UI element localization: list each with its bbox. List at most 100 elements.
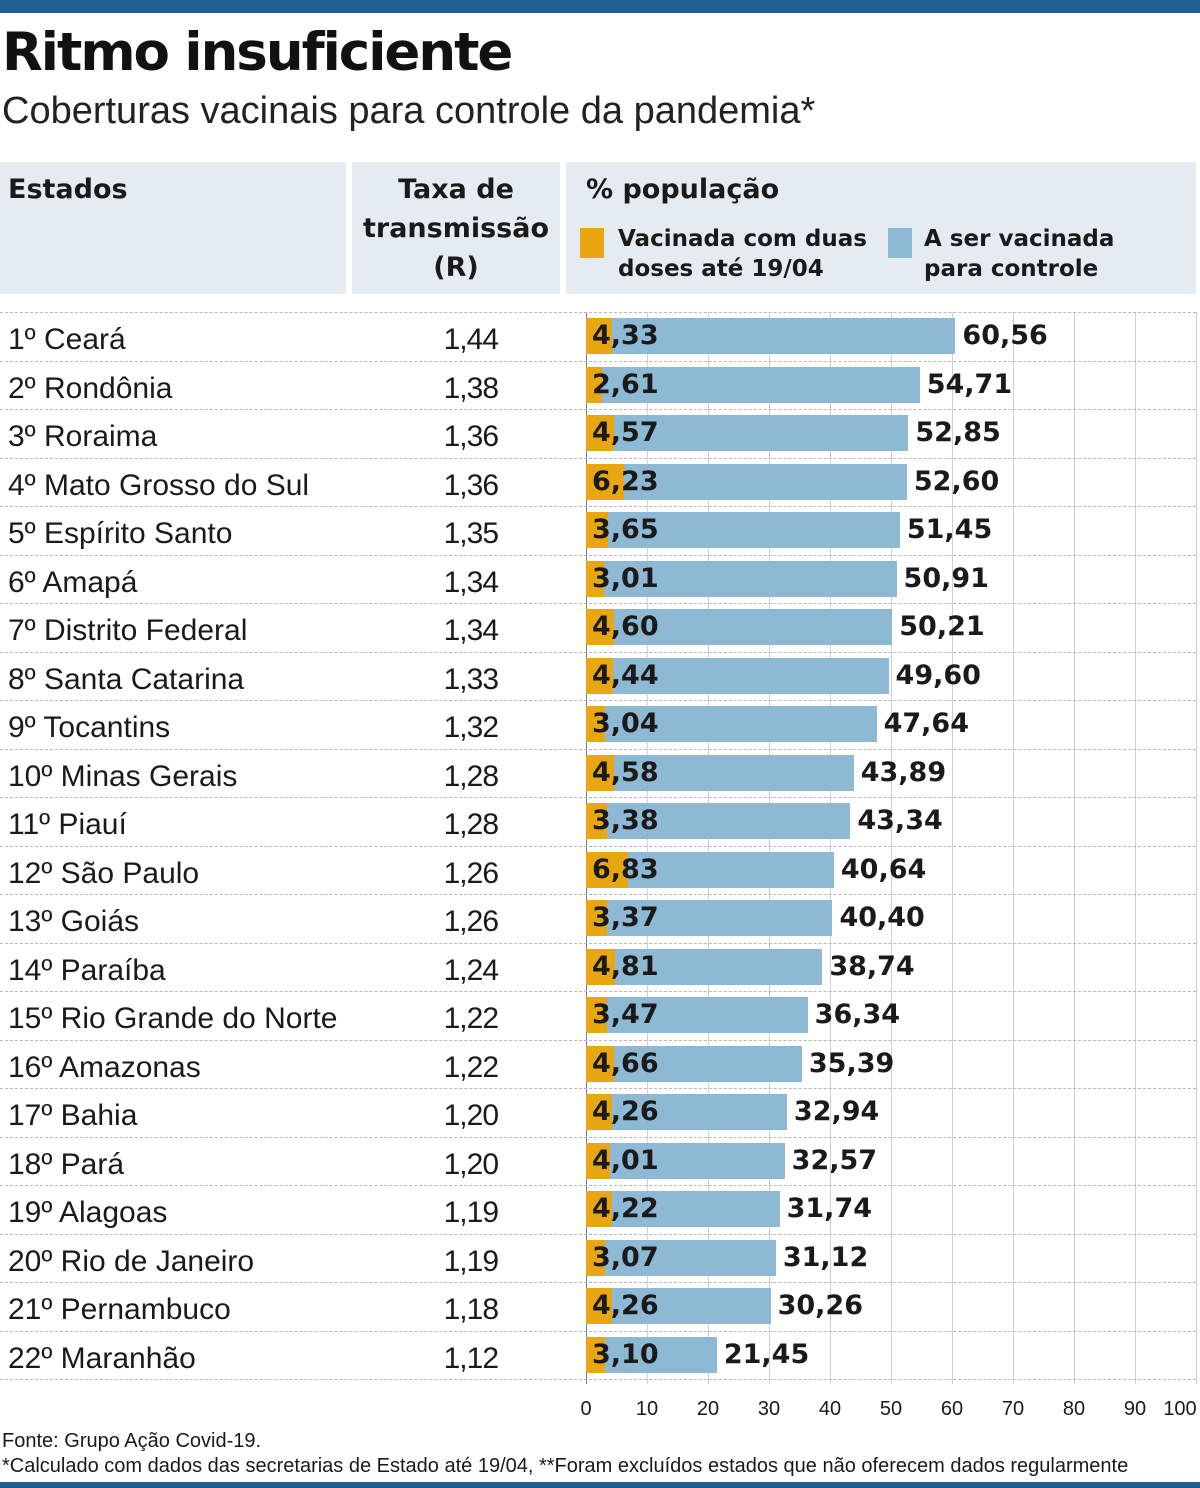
control-value-label: 40,40 bbox=[839, 902, 925, 933]
bar-vaccinated bbox=[586, 366, 602, 403]
state-label: 22º Maranhão bbox=[8, 1341, 196, 1375]
bar-control bbox=[586, 1045, 802, 1082]
state-label: 18º Pará bbox=[8, 1147, 125, 1181]
row-separator bbox=[0, 409, 1196, 410]
bar-vaccinated bbox=[586, 1288, 612, 1324]
transmission-rate-value: 1,28 bbox=[443, 759, 499, 793]
vaccinated-value-label: 3,65 bbox=[592, 514, 659, 545]
legend-vaccinated-line2: doses até 19/04 bbox=[618, 256, 824, 282]
footer-source: Fonte: Grupo Ação Covid-19. bbox=[2, 1430, 262, 1452]
row-separator bbox=[0, 360, 1196, 362]
state-label: 10º Minas Gerais bbox=[8, 759, 238, 793]
state-label: 13º Goiás bbox=[8, 905, 140, 938]
transmission-rate-value: 1,34 bbox=[443, 614, 499, 647]
bottom-brand-bar bbox=[0, 1482, 1200, 1488]
bar-vaccinated bbox=[586, 1142, 611, 1179]
vaccinated-value-label: 4,33 bbox=[592, 320, 659, 351]
state-label: 19º Alagoas bbox=[8, 1196, 168, 1229]
bar-vaccinated bbox=[586, 512, 609, 548]
control-value-label: 35,39 bbox=[808, 1047, 895, 1079]
header-states-label: Estados bbox=[8, 174, 128, 205]
header-rate-cell: Taxa de transmissão (R) bbox=[352, 162, 560, 294]
x-tick-label: 10 bbox=[635, 1398, 659, 1420]
x-tick-label: 0 bbox=[580, 1398, 592, 1420]
bar-control bbox=[586, 1336, 717, 1373]
state-label: 8º Santa Catarina bbox=[8, 662, 245, 696]
transmission-rate-value: 1,24 bbox=[443, 953, 499, 987]
bar-control bbox=[586, 754, 854, 791]
row-separator bbox=[0, 1282, 1196, 1283]
transmission-rate-value: 1,38 bbox=[443, 371, 499, 405]
bar-control bbox=[586, 1094, 787, 1130]
row-separator bbox=[0, 554, 1196, 556]
row-separator bbox=[0, 1088, 1196, 1089]
bar-vaccinated bbox=[586, 1045, 615, 1082]
control-value-label: 21,45 bbox=[723, 1338, 810, 1370]
gridline-80 bbox=[1074, 312, 1075, 1384]
x-tick-label: 40 bbox=[818, 1398, 842, 1420]
gridline-40 bbox=[830, 312, 831, 1384]
bar-control bbox=[586, 803, 851, 839]
control-value-label: 50,91 bbox=[903, 562, 989, 594]
gridline-100 bbox=[1196, 312, 1197, 1384]
bar-control bbox=[586, 463, 907, 500]
bar-control bbox=[586, 948, 823, 985]
vaccinated-value-label: 4,01 bbox=[592, 1144, 659, 1176]
control-value-label: 43,34 bbox=[857, 805, 943, 836]
bar-vaccinated bbox=[586, 415, 614, 451]
vaccinated-value-label: 4,66 bbox=[592, 1047, 659, 1079]
transmission-rate-value: 1,19 bbox=[443, 1196, 499, 1229]
gridline-30 bbox=[769, 312, 770, 1384]
x-tick-label: 20 bbox=[696, 1398, 720, 1420]
gridline-10 bbox=[647, 312, 648, 1384]
bar-control bbox=[586, 900, 833, 936]
footer-note: *Calculado com dados das secretarias de … bbox=[2, 1455, 1129, 1477]
bar-vaccinated bbox=[586, 609, 615, 645]
row-separator bbox=[0, 700, 1196, 701]
control-value-label: 31,74 bbox=[786, 1193, 873, 1224]
bar-vaccinated bbox=[586, 997, 608, 1033]
bar-vaccinated bbox=[586, 851, 628, 888]
control-value-label: 30,26 bbox=[777, 1290, 863, 1321]
control-value-label: 49,60 bbox=[895, 659, 981, 691]
bar-control bbox=[586, 560, 897, 597]
legend-control-line2: para controle bbox=[924, 256, 1099, 282]
row-separator bbox=[0, 312, 1196, 313]
header-states-cell: Estados bbox=[0, 162, 346, 294]
x-tick-label: 60 bbox=[940, 1398, 964, 1420]
bar-vaccinated bbox=[586, 754, 614, 791]
control-value-label: 60,56 bbox=[962, 320, 1048, 351]
vaccinated-value-label: 3,04 bbox=[592, 708, 659, 739]
control-value-label: 43,89 bbox=[860, 756, 947, 788]
control-value-label: 50,21 bbox=[899, 611, 985, 642]
bar-control bbox=[586, 1142, 785, 1179]
bar-vaccinated bbox=[586, 1191, 612, 1227]
state-label: 12º São Paulo bbox=[8, 856, 200, 890]
vaccinated-value-label: 4,26 bbox=[592, 1096, 659, 1127]
transmission-rate-value: 1,34 bbox=[443, 565, 499, 599]
transmission-rate-value: 1,28 bbox=[443, 808, 499, 841]
row-separator bbox=[0, 797, 1196, 798]
state-label: 15º Rio Grande do Norte bbox=[8, 1002, 338, 1035]
state-label: 2º Rondônia bbox=[8, 371, 173, 405]
x-tick-label: 30 bbox=[757, 1398, 781, 1420]
vaccinated-value-label: 4,22 bbox=[592, 1193, 659, 1224]
row-separator bbox=[0, 942, 1196, 944]
control-value-label: 36,34 bbox=[814, 999, 901, 1030]
row-separator bbox=[0, 748, 1196, 750]
legend-control-swatch bbox=[888, 228, 912, 258]
control-value-label: 52,60 bbox=[913, 465, 1000, 497]
control-value-label: 51,45 bbox=[906, 514, 993, 545]
state-label: 5º Espírito Santo bbox=[8, 517, 233, 550]
gridline-70 bbox=[1013, 312, 1014, 1384]
control-value-label: 32,57 bbox=[791, 1144, 878, 1176]
control-value-label: 32,94 bbox=[793, 1096, 880, 1127]
bar-vaccinated bbox=[586, 657, 614, 694]
bar-control bbox=[586, 366, 920, 403]
chart-subtitle: Coberturas vacinais para controle da pan… bbox=[2, 90, 816, 132]
transmission-rate-value: 1,12 bbox=[443, 1341, 499, 1375]
bar-control bbox=[586, 609, 893, 645]
transmission-rate-value: 1,35 bbox=[443, 517, 499, 550]
transmission-rate-value: 1,19 bbox=[443, 1244, 499, 1278]
